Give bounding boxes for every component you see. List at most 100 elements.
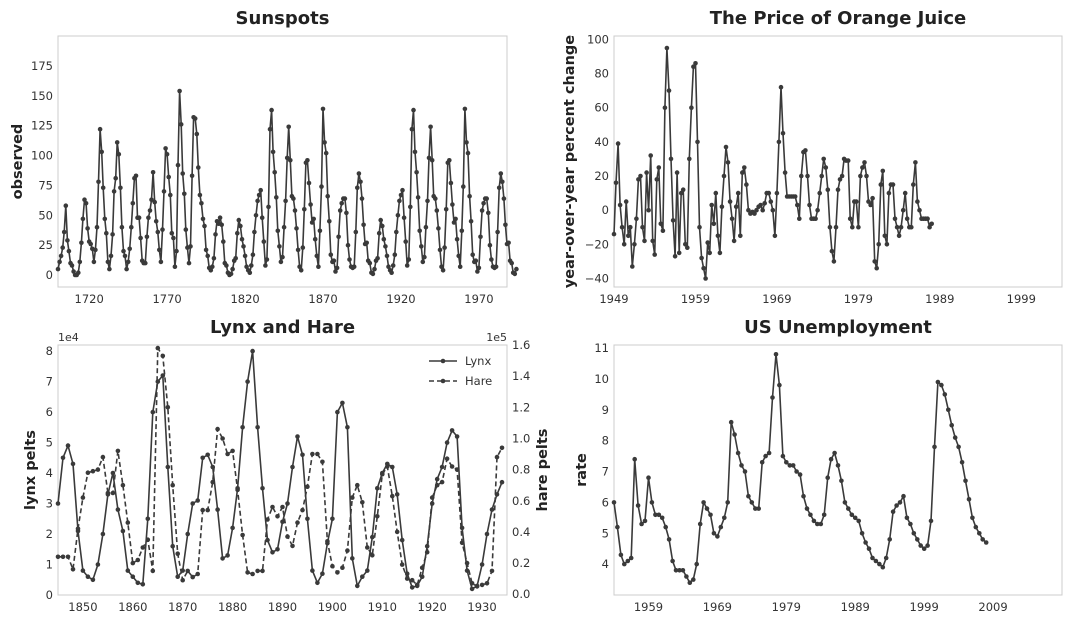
- data-point: [925, 543, 930, 548]
- data-point: [653, 512, 658, 518]
- data-point: [419, 244, 424, 249]
- data-point: [355, 482, 360, 488]
- data-point: [337, 208, 343, 213]
- data-point: [619, 224, 625, 230]
- data-point: [469, 586, 475, 592]
- y-tick-label: 7: [46, 375, 53, 389]
- data-point: [192, 116, 198, 121]
- data-point: [69, 263, 75, 268]
- data-point: [723, 144, 729, 150]
- data-point: [623, 199, 629, 204]
- data-point: [404, 571, 410, 576]
- data-point: [901, 493, 906, 499]
- data-point: [102, 216, 108, 222]
- data-point: [325, 539, 330, 544]
- data-point: [414, 170, 419, 175]
- data-point: [685, 245, 690, 250]
- data-point: [100, 185, 106, 191]
- y-tick-label: 4: [602, 557, 609, 571]
- data-point: [63, 203, 69, 208]
- data-point: [375, 255, 380, 261]
- data-point: [130, 560, 136, 566]
- data-point: [902, 190, 908, 196]
- data-point: [152, 199, 157, 205]
- data-point: [509, 260, 514, 266]
- x-tick-label: 1999: [910, 600, 939, 614]
- data-point: [456, 253, 462, 259]
- x-tick-label: 1969: [762, 292, 791, 306]
- data-point: [842, 500, 848, 505]
- data-point: [662, 105, 668, 110]
- data-point: [451, 220, 457, 225]
- data-point: [489, 257, 494, 262]
- data-point: [668, 156, 674, 162]
- data-point: [118, 185, 123, 191]
- data-point: [959, 460, 965, 465]
- data-point: [684, 574, 689, 579]
- data-point: [404, 263, 410, 268]
- data-point: [904, 515, 910, 521]
- data-point: [746, 207, 751, 213]
- data-point: [146, 215, 151, 220]
- data-point: [399, 537, 405, 543]
- data-point: [649, 500, 655, 505]
- data-point: [244, 264, 249, 270]
- data-point: [880, 168, 886, 174]
- data-point: [175, 574, 180, 579]
- data-point: [145, 516, 151, 522]
- data-point: [150, 409, 156, 415]
- data-point: [125, 520, 131, 525]
- data-point: [295, 434, 300, 439]
- data-point: [773, 352, 779, 357]
- data-point: [177, 88, 182, 94]
- data-point: [704, 506, 710, 511]
- orange-juice-frame: [613, 35, 1063, 288]
- data-point: [666, 537, 672, 542]
- data-point: [913, 160, 918, 165]
- data-point: [94, 224, 100, 230]
- data-point: [443, 207, 449, 212]
- data-point: [169, 230, 175, 236]
- data-point: [309, 220, 315, 225]
- data-point: [939, 382, 944, 388]
- data-point: [425, 198, 430, 204]
- data-point: [813, 216, 818, 221]
- data-point: [846, 506, 851, 511]
- data-point: [225, 553, 230, 558]
- data-point: [292, 208, 298, 213]
- data-point: [454, 467, 460, 472]
- data-point: [135, 557, 141, 563]
- data-point: [464, 568, 470, 573]
- data-point: [977, 531, 982, 536]
- data-point: [626, 233, 631, 239]
- us-unemployment-title: US Unemployment: [744, 317, 932, 338]
- data-point: [319, 184, 324, 189]
- data-point: [721, 173, 727, 179]
- data-point: [170, 482, 175, 488]
- data-point: [110, 232, 115, 237]
- data-point: [680, 187, 686, 192]
- data-point: [777, 382, 782, 388]
- data-point: [659, 515, 665, 521]
- data-point: [364, 240, 370, 246]
- data-point: [97, 126, 103, 132]
- data-point: [76, 270, 81, 276]
- y-right-tick-label: 0.0: [512, 587, 530, 601]
- data-point: [105, 490, 111, 496]
- data-point: [782, 170, 788, 175]
- data-point: [372, 266, 377, 272]
- data-point: [713, 190, 719, 196]
- data-point: [339, 201, 345, 206]
- y-right-tick-label: 0.2: [512, 556, 530, 570]
- data-point: [864, 173, 869, 179]
- data-point: [646, 207, 651, 213]
- data-point: [827, 224, 833, 230]
- data-point: [77, 259, 83, 265]
- data-point: [365, 545, 370, 550]
- data-point: [942, 392, 948, 397]
- data-point: [315, 451, 320, 457]
- y-tick-label: 25: [38, 238, 53, 252]
- data-point: [390, 464, 395, 470]
- data-point: [738, 233, 743, 239]
